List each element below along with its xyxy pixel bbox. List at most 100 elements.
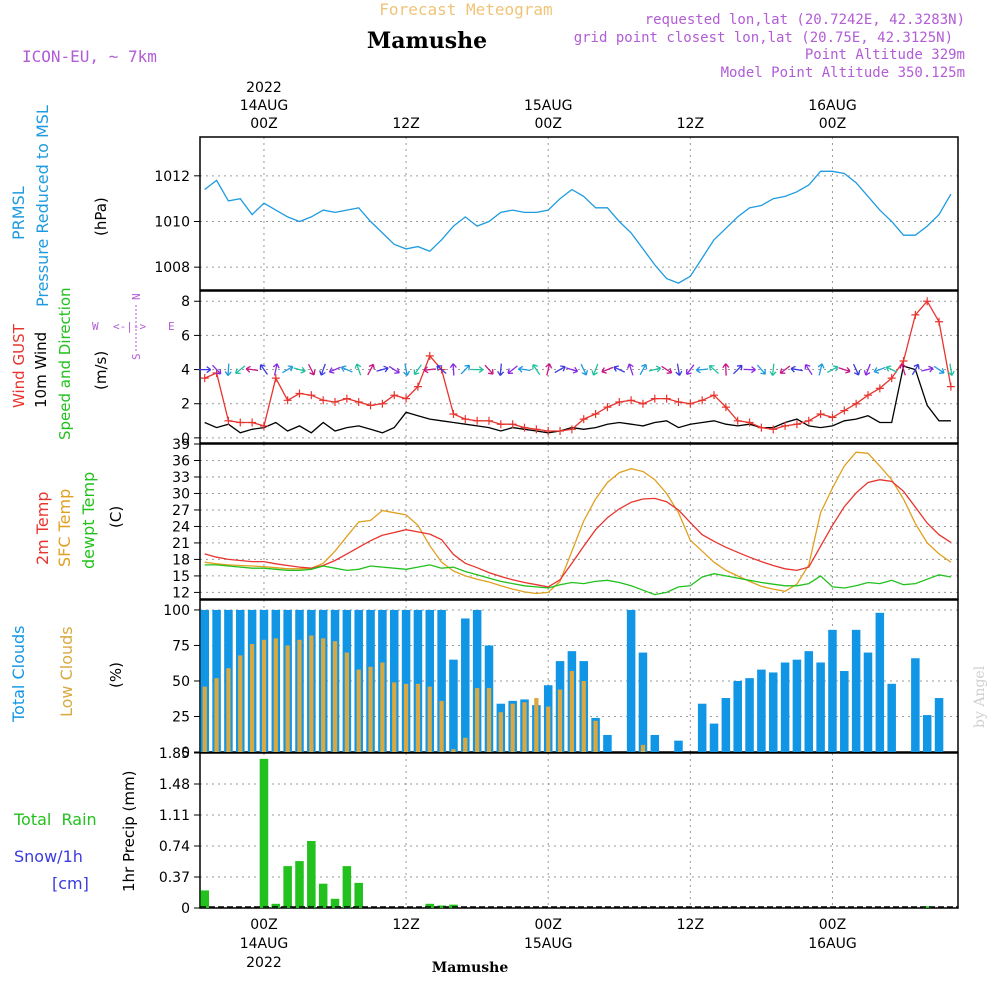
total-cloud-bar xyxy=(650,734,660,752)
precip-bar xyxy=(342,866,352,908)
wind-direction-arrow xyxy=(769,363,777,377)
compass-w: W xyxy=(92,320,99,333)
gust-marker xyxy=(283,396,292,405)
compass-arrows: <-|-> xyxy=(113,320,146,333)
low-cloud-bar xyxy=(569,671,575,752)
gust-marker xyxy=(935,317,944,326)
gust-marker xyxy=(413,382,422,391)
wind-direction-arrow xyxy=(863,363,871,376)
wind-direction-arrow xyxy=(695,366,709,374)
gust-marker xyxy=(508,420,517,429)
wind-direction-arrow xyxy=(471,366,484,374)
wind-direction-arrow xyxy=(449,363,457,376)
y-tick-label: 30 xyxy=(172,486,190,502)
gust-marker xyxy=(319,396,328,405)
wind-direction-arrow xyxy=(235,365,246,375)
panel-frame xyxy=(199,290,959,444)
prmsl-label: PRMSL xyxy=(9,186,28,240)
low-cloud-bar xyxy=(640,744,646,752)
wind-direction-arrow xyxy=(293,366,306,374)
temp-unit: (C) xyxy=(107,506,125,528)
wind-direction-arrow xyxy=(367,363,375,376)
y-tick-label: 1010 xyxy=(154,214,190,230)
low-cloud-bar xyxy=(344,652,349,752)
low-cloud-bar xyxy=(368,666,373,752)
total-cloud-bar xyxy=(674,740,683,752)
total-cloud-bar xyxy=(780,662,790,752)
gust-marker xyxy=(567,425,576,434)
y-tick-label: 0 xyxy=(181,745,190,761)
low-cloud-bar xyxy=(226,668,231,752)
wind-direction-arrow xyxy=(648,365,662,373)
precip-panel: 0 0.37 0.74 1.11 1.48 1.85 xyxy=(159,746,959,917)
total-cloud-bar xyxy=(449,659,458,752)
y-tick-label: 0.74 xyxy=(159,839,190,855)
gust-marker xyxy=(402,394,411,403)
gust-marker xyxy=(579,415,588,424)
y-tick-label: 1008 xyxy=(154,260,190,276)
gust-marker xyxy=(259,421,268,430)
gust-marker xyxy=(603,403,612,412)
pressure-line xyxy=(204,170,952,284)
low-cloud-bar xyxy=(273,638,278,752)
gust-marker xyxy=(461,415,470,424)
low-cloud-bar xyxy=(486,688,492,752)
panel-frame xyxy=(199,443,959,600)
total-cloud-bar xyxy=(934,698,944,752)
date-label-bottom: 15AUG xyxy=(524,936,573,952)
low-cloud-bar xyxy=(498,712,503,752)
gust-marker xyxy=(425,351,434,360)
time-label-bottom: 00Z xyxy=(535,917,562,933)
low-cloud-bar xyxy=(238,655,243,752)
gust-marker xyxy=(354,398,363,407)
date-label-top: 15AUG xyxy=(524,98,573,114)
y-tick-label: 33 xyxy=(172,470,190,486)
gust-marker xyxy=(792,420,801,429)
y-tick-label: 1.85 xyxy=(159,746,190,762)
low-cloud-bar xyxy=(581,680,586,752)
y-tick-label: 15 xyxy=(172,569,190,585)
gust-marker xyxy=(710,391,719,400)
compass-n: N xyxy=(130,293,143,300)
wind-direction-arrow xyxy=(911,363,920,376)
total-cloud-bar xyxy=(472,609,482,752)
snow-unit-label: [cm] xyxy=(52,874,89,893)
low-cloud-bar xyxy=(356,669,361,752)
precip-bar xyxy=(307,840,316,908)
precip-bar xyxy=(259,758,269,908)
y-tick-label: 50 xyxy=(172,674,190,690)
total-cloud-bar xyxy=(828,629,837,752)
wind-direction-arrow xyxy=(507,365,518,374)
gust-marker xyxy=(816,409,825,418)
time-label-top: 00Z xyxy=(535,116,562,132)
pressure-panel: 1008 1010 1012 xyxy=(154,136,959,291)
gust-marker xyxy=(520,423,529,432)
precip-bar xyxy=(922,906,932,908)
y-tick-label: 75 xyxy=(172,638,190,654)
wind-direction-arrow xyxy=(613,365,626,373)
low-cloud-bar xyxy=(285,645,290,752)
wind-direction-arrow xyxy=(722,363,730,376)
low-cloud-bar xyxy=(522,702,527,752)
low-cloud-bar xyxy=(415,683,421,752)
gust-marker xyxy=(769,425,778,434)
wind-direction-arrow xyxy=(838,366,851,374)
wind-direction-arrow xyxy=(686,364,695,376)
precip-bar xyxy=(318,883,328,908)
total-cloud-bar xyxy=(911,658,920,752)
total-cloud-bar xyxy=(851,629,861,752)
panel-frame xyxy=(199,599,959,753)
total-cloud-bar xyxy=(887,683,896,752)
temp-sfc-line xyxy=(204,451,952,595)
y-tick-label: 18 xyxy=(172,552,190,568)
low-cloud-bar xyxy=(214,678,219,752)
wind-direction-arrow xyxy=(328,366,341,374)
wind-direction-arrow xyxy=(388,365,400,374)
grid-point-coords: grid point closest lon,lat (20.75E, 42.3… xyxy=(574,30,953,46)
y-tick-label: 100 xyxy=(163,603,190,619)
gust-marker xyxy=(828,413,837,422)
precip-bar xyxy=(354,882,363,908)
low-cloud-bar xyxy=(593,720,598,752)
snow-label: Snow/1h xyxy=(14,847,83,866)
wind-direction-arrow xyxy=(826,365,839,374)
